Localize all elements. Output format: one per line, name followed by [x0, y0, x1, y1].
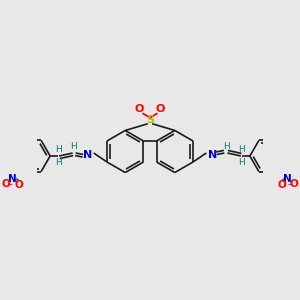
Text: O: O	[2, 178, 10, 189]
Text: N: N	[283, 174, 292, 184]
Text: N: N	[208, 149, 217, 160]
Text: H: H	[238, 145, 245, 154]
Text: N: N	[83, 149, 92, 160]
Text: O: O	[14, 180, 23, 190]
Text: -: -	[9, 179, 12, 189]
Text: N: N	[8, 174, 17, 184]
Text: H: H	[223, 142, 230, 151]
Text: H: H	[70, 142, 77, 151]
Text: O: O	[135, 104, 144, 114]
Text: -: -	[288, 179, 291, 189]
Text: O: O	[156, 104, 165, 114]
Text: O: O	[277, 180, 286, 190]
Text: +: +	[14, 177, 19, 183]
Text: O: O	[290, 178, 298, 189]
Text: +: +	[281, 177, 286, 183]
Text: H: H	[55, 158, 62, 167]
Text: S: S	[146, 115, 154, 125]
Text: H: H	[55, 145, 62, 154]
Text: H: H	[238, 158, 245, 167]
